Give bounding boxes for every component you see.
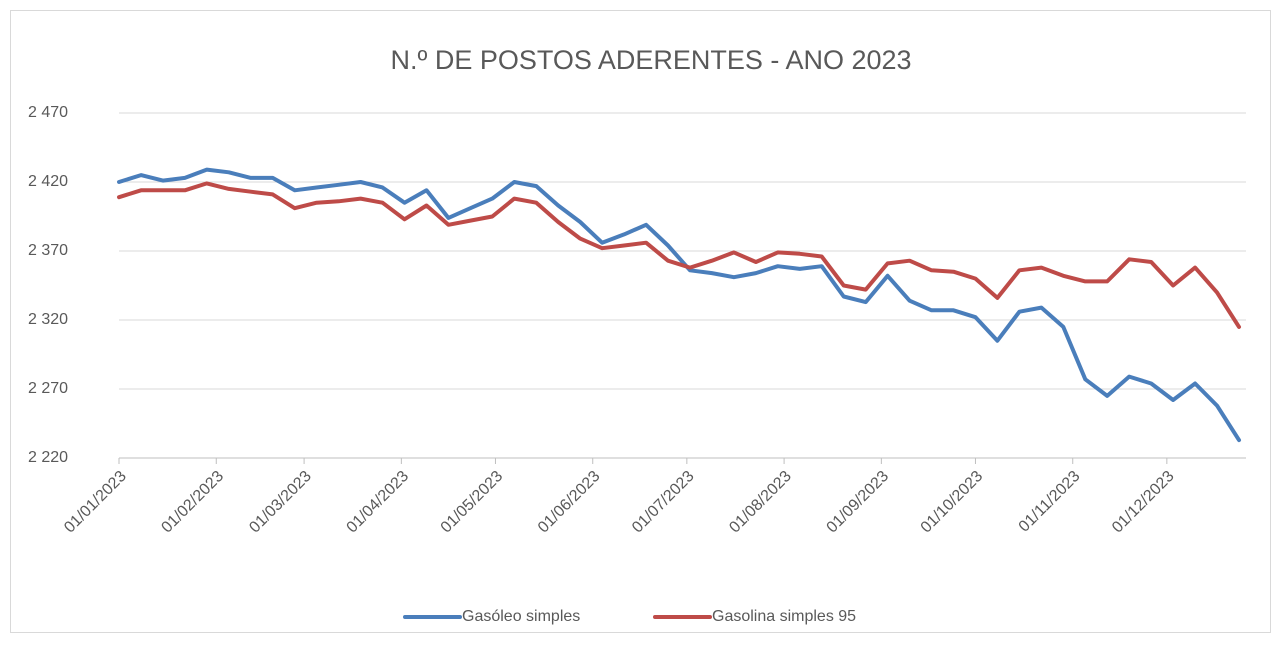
legend-label: Gasóleo simples bbox=[462, 608, 580, 625]
y-tick-label: 2 470 bbox=[28, 104, 68, 121]
series-line bbox=[117, 181, 1241, 329]
chart-border bbox=[10, 10, 1271, 633]
series-line bbox=[117, 167, 1241, 443]
chart-title: N.º DE POSTOS ADERENTES - ANO 2023 bbox=[390, 45, 911, 75]
y-tick-label: 2 370 bbox=[28, 242, 68, 259]
y-tick-label: 2 220 bbox=[28, 449, 68, 466]
legend-label: Gasolina simples 95 bbox=[712, 608, 856, 625]
y-tick-label: 2 270 bbox=[28, 380, 68, 397]
y-tick-label: 2 320 bbox=[28, 311, 68, 328]
y-tick-label: 2 420 bbox=[28, 173, 68, 190]
